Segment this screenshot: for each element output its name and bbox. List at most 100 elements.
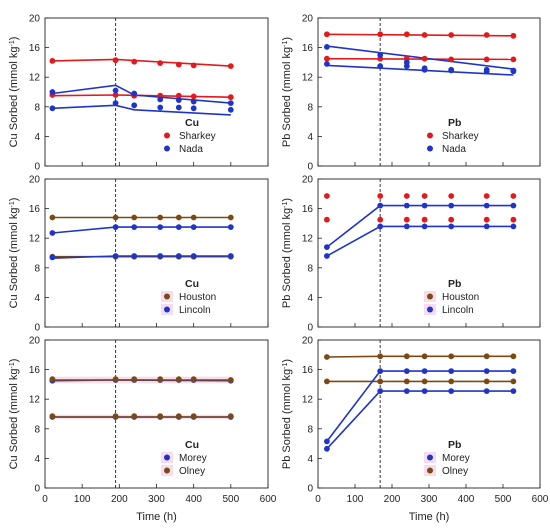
data-point-nada: [510, 67, 517, 74]
y-tick-label: 4: [307, 132, 313, 143]
data-point-morey: [448, 388, 455, 394]
data-point-nada: [131, 102, 138, 109]
y-tick-label: 12: [302, 395, 314, 406]
y-axis-label: Pb Sorbed (mmol kg-1): [281, 359, 293, 469]
data-point-sharkey: [49, 58, 56, 64]
plot-frame: [44, 17, 269, 167]
y-tick-label: 4: [34, 454, 40, 465]
data-point-lincoln: [324, 253, 330, 259]
y-tick-label: 4: [307, 293, 313, 304]
legend-marker: [164, 454, 170, 461]
x-tick-label: 0: [315, 494, 321, 505]
y-tick-label: 20: [29, 14, 41, 25]
series-line-lincoln: [326, 225, 514, 257]
data-point-houston: [324, 216, 330, 223]
y-tick-label: 4: [307, 454, 313, 465]
data-point-sharkey: [421, 55, 428, 62]
legend-title: Pb: [448, 439, 461, 451]
data-point-lincoln: [190, 253, 197, 259]
data-point-houston: [403, 216, 410, 223]
data-point-lincoln: [483, 202, 490, 209]
legend-item-sharkey: Sharkey: [442, 131, 479, 142]
plot-frame: [44, 339, 269, 489]
data-point-houston: [324, 193, 330, 199]
data-point-olney: [403, 378, 410, 385]
data-point-houston: [483, 216, 490, 223]
data-point-lincoln: [421, 202, 428, 209]
y-tick-label: 20: [29, 336, 41, 347]
legend-item-lincoln: Lincoln: [442, 305, 474, 316]
x-tick-label: 200: [384, 494, 401, 505]
series-line-nada: [52, 84, 231, 104]
y-tick-label: 12: [29, 395, 41, 406]
legend-item-lincoln: Lincoln: [179, 305, 211, 316]
data-point-nada: [112, 87, 119, 94]
data-point-lincoln: [131, 253, 138, 259]
x-tick-label: 100: [347, 494, 364, 505]
data-point-morey: [510, 388, 517, 394]
legend-item-sharkey: Sharkey: [179, 131, 216, 142]
series-line-sharkey: [326, 57, 514, 61]
legend-marker: [427, 306, 433, 313]
data-point-houston: [421, 193, 428, 199]
x-tick-label: 100: [74, 494, 91, 505]
data-point-olney: [510, 353, 517, 360]
legend-marker: [427, 132, 433, 139]
data-point-lincoln: [157, 224, 164, 231]
data-point-lincoln: [377, 223, 384, 230]
data-point-nada: [421, 65, 428, 72]
legend-item-houston: Houston: [442, 292, 479, 303]
data-point-olney: [448, 378, 455, 385]
data-point-sharkey: [190, 93, 197, 100]
legend-marker: [164, 293, 170, 300]
data-point-sharkey: [227, 63, 234, 69]
data-point-nada: [157, 104, 164, 111]
x-tick-label: 0: [42, 494, 48, 505]
data-point-lincoln: [483, 223, 490, 230]
y-tick-label: 20: [302, 14, 314, 25]
data-point-nada: [227, 100, 234, 106]
data-point-lincoln: [49, 254, 56, 261]
data-point-morey: [483, 368, 490, 374]
legend-title: Cu: [185, 117, 199, 129]
data-point-olney: [175, 376, 182, 383]
data-point-sharkey: [324, 55, 330, 62]
data-point-sharkey: [510, 56, 517, 63]
data-point-olney: [49, 413, 56, 420]
data-point-nada: [175, 97, 182, 103]
data-point-sharkey: [227, 94, 234, 101]
data-point-sharkey: [403, 31, 410, 38]
data-point-sharkey: [324, 31, 330, 38]
data-point-olney: [112, 376, 119, 383]
data-point-houston: [510, 216, 517, 223]
data-point-houston: [49, 214, 56, 221]
legend-marker: [164, 132, 170, 139]
y-tick-label: 12: [302, 234, 314, 245]
data-point-nada: [377, 52, 384, 58]
y-tick-label: 0: [34, 162, 40, 173]
data-point-lincoln: [227, 224, 234, 231]
data-point-houston: [403, 193, 410, 199]
data-point-nada: [157, 96, 164, 103]
chart-panel-cu_mid: 0 4 8 12 16 20 Cu Sorbed (mmol kg-1) Cu Houston L…: [8, 175, 269, 334]
data-point-lincoln: [510, 202, 517, 209]
data-point-olney: [510, 378, 517, 385]
data-point-houston: [421, 216, 428, 223]
data-point-olney: [131, 413, 138, 420]
data-point-houston: [483, 193, 490, 199]
data-point-sharkey: [157, 60, 164, 66]
data-point-lincoln: [175, 224, 182, 231]
legend-marker: [164, 467, 170, 474]
data-point-lincoln: [403, 223, 410, 230]
data-point-olney: [377, 378, 384, 385]
data-point-morey: [377, 388, 384, 394]
data-point-nada: [324, 44, 330, 50]
data-point-sharkey: [175, 61, 182, 68]
data-point-olney: [112, 413, 119, 420]
data-point-houston: [448, 193, 455, 199]
data-point-lincoln: [131, 224, 138, 231]
data-point-nada: [49, 105, 56, 112]
data-point-olney: [377, 353, 384, 360]
data-point-morey: [421, 368, 428, 374]
